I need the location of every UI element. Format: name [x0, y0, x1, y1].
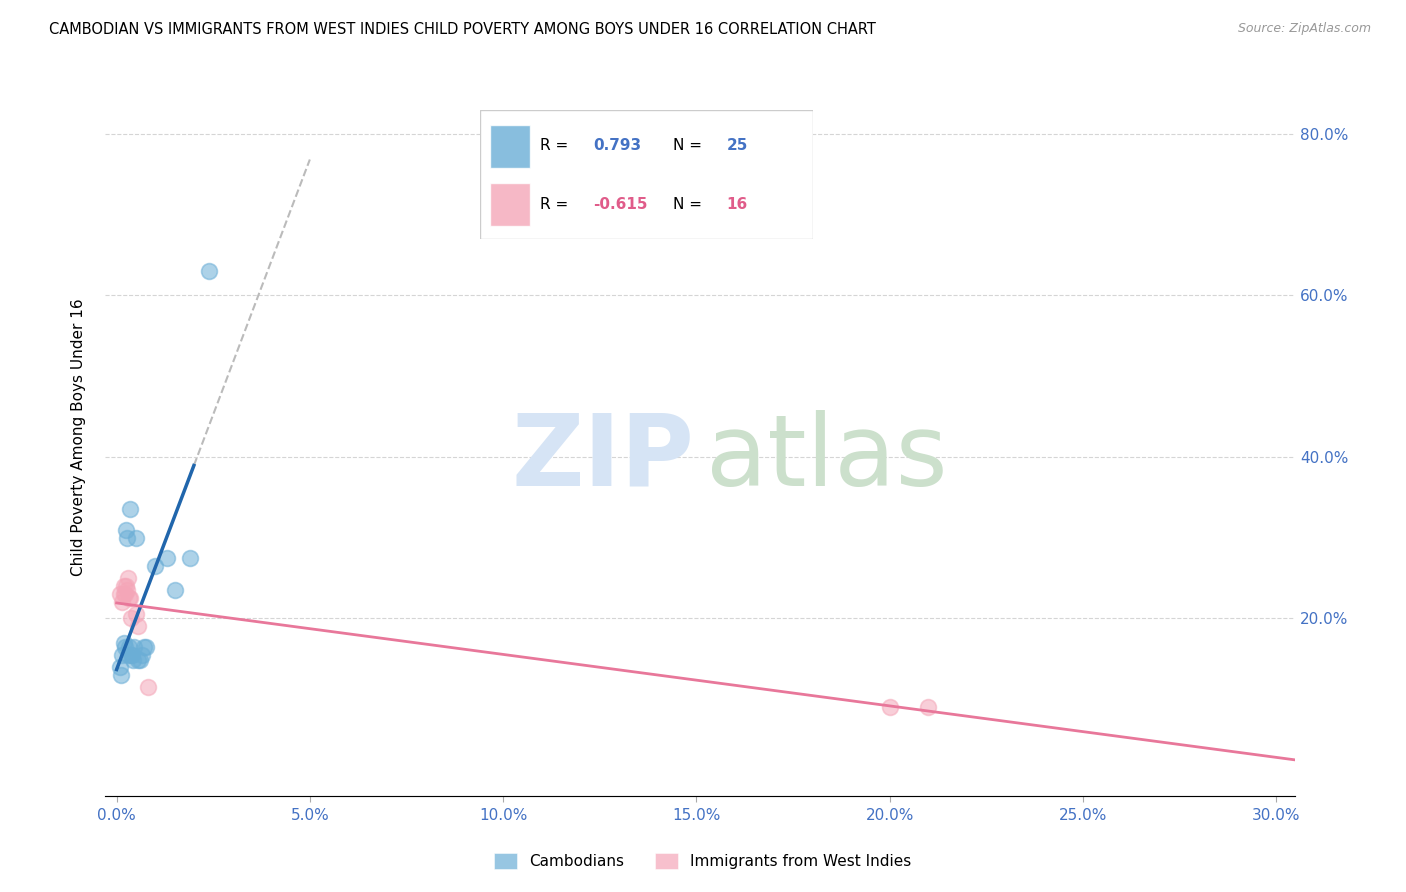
Point: [121, 653, 143, 667]
Point: [132, 640, 155, 654]
Point: [111, 648, 134, 662]
Legend: Cambodians, Immigrants from West Indies: Cambodians, Immigrants from West Indies: [488, 847, 918, 875]
Point: [163, 583, 186, 598]
Point: [135, 640, 157, 654]
Point: [125, 607, 148, 622]
Point: [110, 587, 132, 601]
Point: [127, 653, 149, 667]
Point: [120, 591, 142, 606]
Point: [179, 550, 201, 565]
Point: [143, 558, 166, 573]
Point: [111, 595, 134, 609]
Point: [121, 648, 143, 662]
Point: [117, 531, 139, 545]
Point: [879, 700, 901, 714]
Y-axis label: Child Poverty Among Boys Under 16: Child Poverty Among Boys Under 16: [72, 298, 86, 575]
Text: atlas: atlas: [706, 409, 948, 507]
Point: [136, 680, 159, 694]
Point: [127, 619, 149, 633]
Point: [114, 640, 136, 654]
Point: [117, 648, 139, 662]
Point: [120, 611, 142, 625]
Point: [198, 264, 221, 278]
Point: [122, 640, 145, 654]
Point: [112, 635, 135, 649]
Text: CAMBODIAN VS IMMIGRANTS FROM WEST INDIES CHILD POVERTY AMONG BOYS UNDER 16 CORRE: CAMBODIAN VS IMMIGRANTS FROM WEST INDIES…: [49, 22, 876, 37]
Point: [115, 523, 138, 537]
Point: [114, 587, 136, 601]
Point: [156, 550, 179, 565]
Text: ZIP: ZIP: [512, 409, 695, 507]
Point: [917, 700, 939, 714]
Point: [110, 668, 132, 682]
Point: [117, 571, 139, 585]
Point: [112, 587, 135, 601]
Point: [117, 583, 139, 598]
Point: [115, 579, 138, 593]
Point: [118, 591, 141, 606]
Point: [120, 502, 142, 516]
Point: [110, 660, 132, 674]
Text: Source: ZipAtlas.com: Source: ZipAtlas.com: [1237, 22, 1371, 36]
Point: [128, 653, 150, 667]
Point: [131, 648, 153, 662]
Point: [112, 579, 135, 593]
Point: [125, 531, 148, 545]
Point: [120, 648, 142, 662]
Point: [118, 640, 141, 654]
